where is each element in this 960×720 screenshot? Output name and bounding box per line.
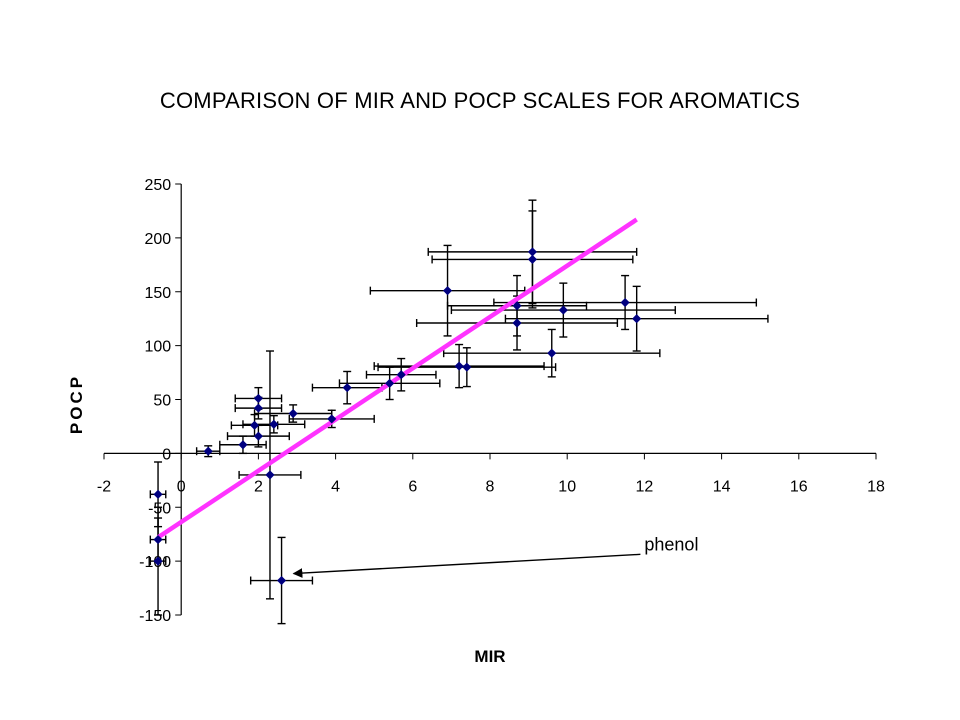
data-point (454, 361, 464, 371)
data-point (527, 254, 538, 264)
x-tick-label: 12 (636, 478, 654, 495)
x-tick-label: 18 (867, 478, 885, 495)
chart-title: COMPARISON OF MIR AND POCP SCALES FOR AR… (159, 88, 801, 113)
y-tick-label: 250 (144, 177, 171, 194)
y-tick-label: 100 (144, 339, 171, 356)
data-point (276, 575, 287, 586)
x-tick-label: 2 (254, 478, 263, 495)
y-tick-label: 150 (144, 285, 171, 302)
data-point (527, 247, 538, 257)
x-tick-label: 16 (790, 478, 808, 495)
x-tick-label: -2 (97, 478, 111, 495)
x-tick-label: 14 (713, 478, 731, 495)
annotation-arrow (292, 553, 641, 578)
x-tick-label: 4 (331, 478, 340, 495)
x-tick-label: 0 (177, 478, 186, 495)
data-point (238, 440, 248, 450)
data-point (253, 403, 263, 413)
y-tick-label: 50 (153, 393, 171, 410)
data-point (269, 419, 279, 429)
y-tick-label: 0 (162, 446, 171, 463)
y-tick-label: 200 (144, 231, 171, 248)
y-tick-label: -50 (148, 500, 171, 517)
data-point (558, 305, 568, 315)
data-point (442, 286, 453, 296)
data-point (385, 378, 395, 388)
data-point (249, 420, 260, 430)
x-tick-label: 8 (486, 478, 495, 495)
data-point (462, 362, 472, 372)
data-point (327, 414, 337, 424)
trendline-group (156, 217, 638, 540)
y-tick-label: -150 (139, 608, 171, 625)
data-point (547, 348, 557, 358)
x-tick-label: 6 (408, 478, 417, 495)
data-point (632, 314, 642, 324)
trendline (156, 217, 638, 540)
error-bars (149, 199, 769, 625)
data-point (253, 431, 263, 441)
data-point (203, 446, 213, 456)
data-point (153, 556, 163, 566)
data-point (512, 318, 522, 328)
error-bar (311, 370, 383, 405)
data-point (153, 535, 163, 545)
x-tick-label: 10 (558, 478, 576, 495)
data-point (342, 383, 352, 393)
data-points (153, 247, 642, 586)
y-axis-label: POCP (67, 374, 86, 434)
annotation-text: phenol (644, 534, 698, 554)
axes: -2024681012141618250200150100500-50-100-… (97, 177, 885, 625)
x-axis-label: MIR (474, 647, 505, 666)
data-point (512, 301, 522, 311)
data-point (153, 489, 163, 499)
data-point (265, 470, 275, 480)
data-point (253, 393, 263, 403)
annotations: phenol (292, 534, 698, 578)
data-point (288, 408, 298, 419)
data-point (396, 370, 406, 380)
data-point (620, 297, 630, 308)
